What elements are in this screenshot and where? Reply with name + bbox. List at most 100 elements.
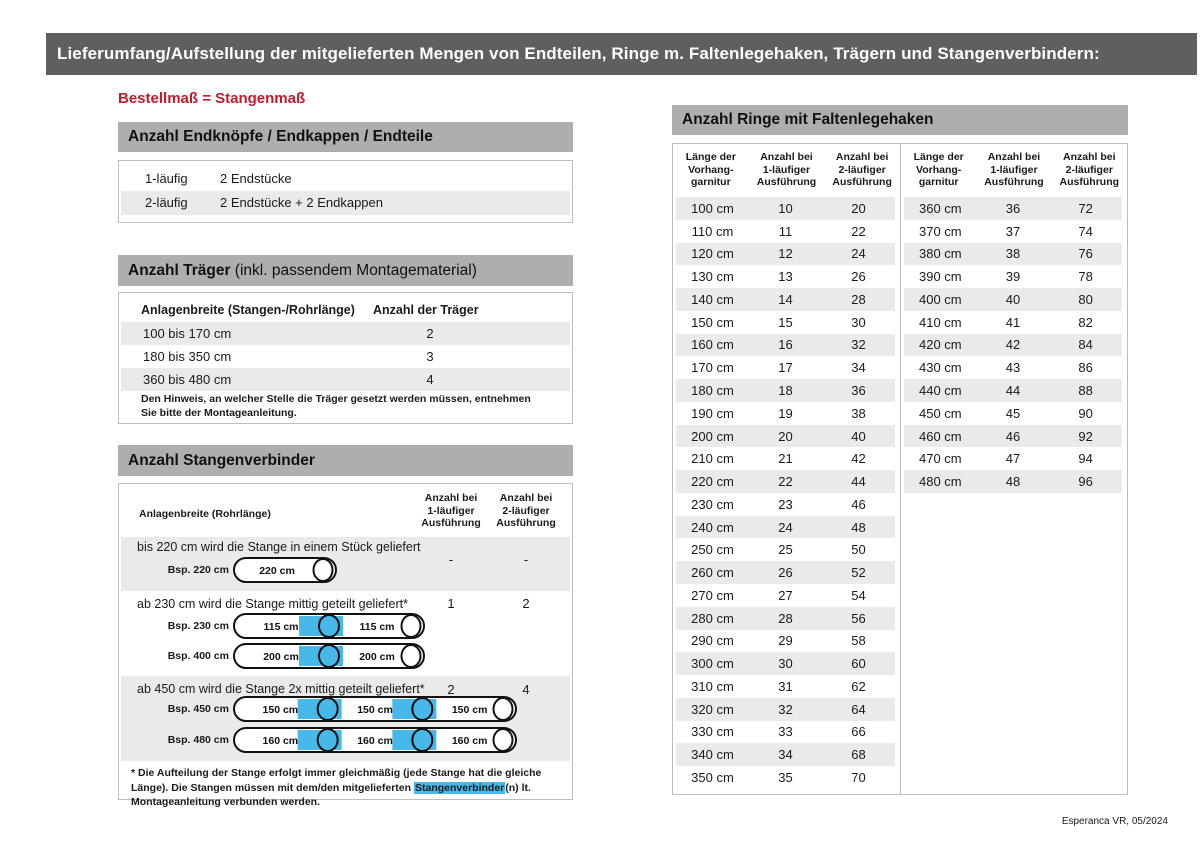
column-header-line: Anzahl bei bbox=[760, 151, 813, 163]
table-cell: 30 bbox=[778, 656, 793, 672]
table-cell: 35 bbox=[778, 770, 793, 786]
table-cell: 22 bbox=[851, 223, 866, 239]
table-cell: 340 cm bbox=[691, 747, 734, 763]
table-row: 130 cm 13 26 bbox=[676, 265, 895, 288]
column-header-line: Anzahl bei bbox=[835, 151, 889, 163]
table-cell: 80 bbox=[1078, 291, 1093, 307]
table-cell: 420 cm bbox=[919, 337, 962, 353]
order-size-note: Bestellmaß = Stangenmaß bbox=[118, 90, 306, 107]
table-cell: 13 bbox=[778, 269, 793, 285]
table-row: 350 cm 35 70 bbox=[676, 766, 895, 789]
table-cell: 460 cm bbox=[919, 428, 962, 444]
table-cell: 30 bbox=[851, 314, 866, 330]
column-header: Länge der Vorhang-garnitur bbox=[901, 151, 976, 197]
row-value: 4 bbox=[426, 372, 434, 387]
column-header: Anzahl bei 1-läufiger Ausführung bbox=[976, 151, 1051, 197]
verbinder-row-ab-450: ab 450 cm wird die Stange 2x mittig gete… bbox=[121, 676, 570, 761]
svg-text:115 cm: 115 cm bbox=[359, 621, 394, 633]
table-cell: 290 cm bbox=[691, 633, 734, 649]
verbinder-col-header-1laeufig: Anzahl bei 1-läufiger Ausführung bbox=[421, 492, 481, 529]
ringe-right-col-headers: Länge der Vorhang-garnitur Anzahl bei 1-läu… bbox=[901, 144, 1127, 197]
table-row: 150 cm 15 30 bbox=[676, 311, 895, 334]
table-cell: 43 bbox=[1005, 360, 1021, 376]
highlighted-term: Stangenverbinder bbox=[413, 781, 506, 794]
svg-text:160 cm: 160 cm bbox=[452, 735, 488, 747]
table-row: 430 cm 43 86 bbox=[904, 356, 1122, 379]
table-row: 240 cm 24 48 bbox=[676, 515, 895, 539]
row-value: 2 bbox=[426, 326, 434, 341]
rod-diagram: 160 cm 160 cm 160 cm bbox=[233, 727, 517, 753]
table-cell: 84 bbox=[1078, 337, 1093, 353]
table-cell: 400 cm bbox=[919, 291, 962, 307]
table-cell: 300 cm bbox=[691, 656, 734, 672]
table-cell: 41 bbox=[1005, 314, 1021, 330]
traeger-note: Den Hinweis, an welcher Stelle die Träge… bbox=[141, 393, 531, 419]
ringe-left-col-headers: Länge der Vorhang-garnitur Anzahl bei 1-läu… bbox=[673, 144, 900, 197]
table-cell: 430 cm bbox=[919, 360, 962, 376]
table-row: 2-läufig 2 Endstücke + 2 Endkappen bbox=[121, 191, 570, 215]
table-cell: 56 bbox=[851, 610, 866, 626]
rod-example-label: Bsp. 480 cm bbox=[167, 734, 229, 746]
table-cell: 330 cm bbox=[691, 724, 734, 740]
table-row: 230 cm 23 46 bbox=[676, 493, 895, 516]
table-row: 120 cm 12 24 bbox=[676, 242, 895, 266]
rod-example-220: Bsp. 220 cm 220 cm bbox=[135, 557, 337, 583]
table-cell: 40 bbox=[1005, 291, 1021, 307]
table-cell: 390 cm bbox=[919, 269, 962, 285]
row-value: 2 Endstücke + 2 Endkappen bbox=[220, 195, 383, 210]
traeger-col-header-count: Anzahl der Träger bbox=[373, 303, 479, 317]
table-row: 170 cm 17 34 bbox=[676, 356, 895, 379]
table-cell: 32 bbox=[778, 701, 793, 717]
table-cell: 22 bbox=[778, 474, 793, 490]
table-row: 370 cm 37 74 bbox=[904, 220, 1122, 243]
table-cell: 15 bbox=[778, 314, 793, 330]
table-cell: 20 bbox=[778, 428, 793, 444]
table-row: 400 cm 40 80 bbox=[904, 288, 1122, 311]
column-header-line: Ausführung bbox=[984, 176, 1044, 188]
table-cell: 210 cm bbox=[691, 451, 734, 467]
rod-example-450: Bsp. 450 cm 150 cm 150 cm 150 cm bbox=[135, 696, 517, 722]
svg-text:150 cm: 150 cm bbox=[263, 704, 299, 716]
table-cell: 94 bbox=[1078, 451, 1093, 467]
ringe-table-left: Länge der Vorhang-garnitur Anzahl bei 1-läu… bbox=[673, 144, 900, 794]
table-row: 1-läufig 2 Endstücke bbox=[121, 167, 570, 191]
table-row: 270 cm 27 54 bbox=[676, 584, 895, 607]
table-cell: 270 cm bbox=[691, 587, 734, 603]
table-cell: 90 bbox=[1078, 405, 1093, 421]
row-label: 180 bis 350 cm bbox=[143, 349, 232, 364]
verbinder-col-header-width: Anlagenbreite (Rohrlänge) bbox=[139, 508, 271, 520]
endteile-table: 1-läufig 2 Endstücke 2-läufig 2 Endstücke +… bbox=[118, 160, 573, 223]
column-header-line: 2-läufiger bbox=[838, 163, 886, 176]
table-row: 290 cm 29 58 bbox=[676, 630, 895, 653]
table-cell: 38 bbox=[851, 405, 866, 421]
table-cell: 62 bbox=[851, 678, 866, 694]
table-cell: 38 bbox=[1005, 246, 1021, 262]
table-cell: 68 bbox=[851, 747, 866, 763]
rod-diagram: 115 cm 115 cm bbox=[233, 613, 425, 639]
table-row: 460 cm 46 92 bbox=[904, 424, 1122, 448]
table-cell: 25 bbox=[778, 542, 793, 558]
table-cell: 34 bbox=[851, 360, 866, 376]
row-label: 100 bis 170 cm bbox=[143, 326, 232, 341]
table-cell: 46 bbox=[851, 496, 866, 512]
table-cell: 14 bbox=[778, 291, 793, 307]
verbinder-rows: bis 220 cm wird die Stange in einem Stüc… bbox=[119, 537, 572, 761]
table-row: 450 cm 45 90 bbox=[904, 402, 1122, 425]
traeger-col-header-width: Anlagenbreite (Stangen-/Rohrlänge) bbox=[141, 303, 355, 317]
table-cell: 26 bbox=[778, 565, 793, 581]
svg-text:160 cm: 160 cm bbox=[357, 735, 393, 747]
table-cell: 380 cm bbox=[919, 246, 962, 262]
row-label: 1-läufig bbox=[145, 171, 188, 186]
table-row: 340 cm 34 68 bbox=[676, 743, 895, 767]
column-header-line: Vorhang- bbox=[916, 163, 962, 176]
rod-example-480: Bsp. 480 cm 160 cm 160 cm 160 cm bbox=[135, 727, 517, 753]
table-cell: 450 cm bbox=[919, 405, 962, 421]
table-cell: 82 bbox=[1078, 314, 1093, 330]
column-header-line: 1-läufiger bbox=[990, 163, 1038, 176]
row-label: 360 bis 480 cm bbox=[143, 372, 232, 387]
column-header-line: Länge der bbox=[913, 151, 964, 163]
document-footer: Esperanca VR, 05/2024 bbox=[1061, 816, 1168, 827]
table-cell: 27 bbox=[778, 587, 793, 603]
table-cell: 350 cm bbox=[691, 770, 734, 786]
table-cell: 470 cm bbox=[919, 451, 962, 467]
